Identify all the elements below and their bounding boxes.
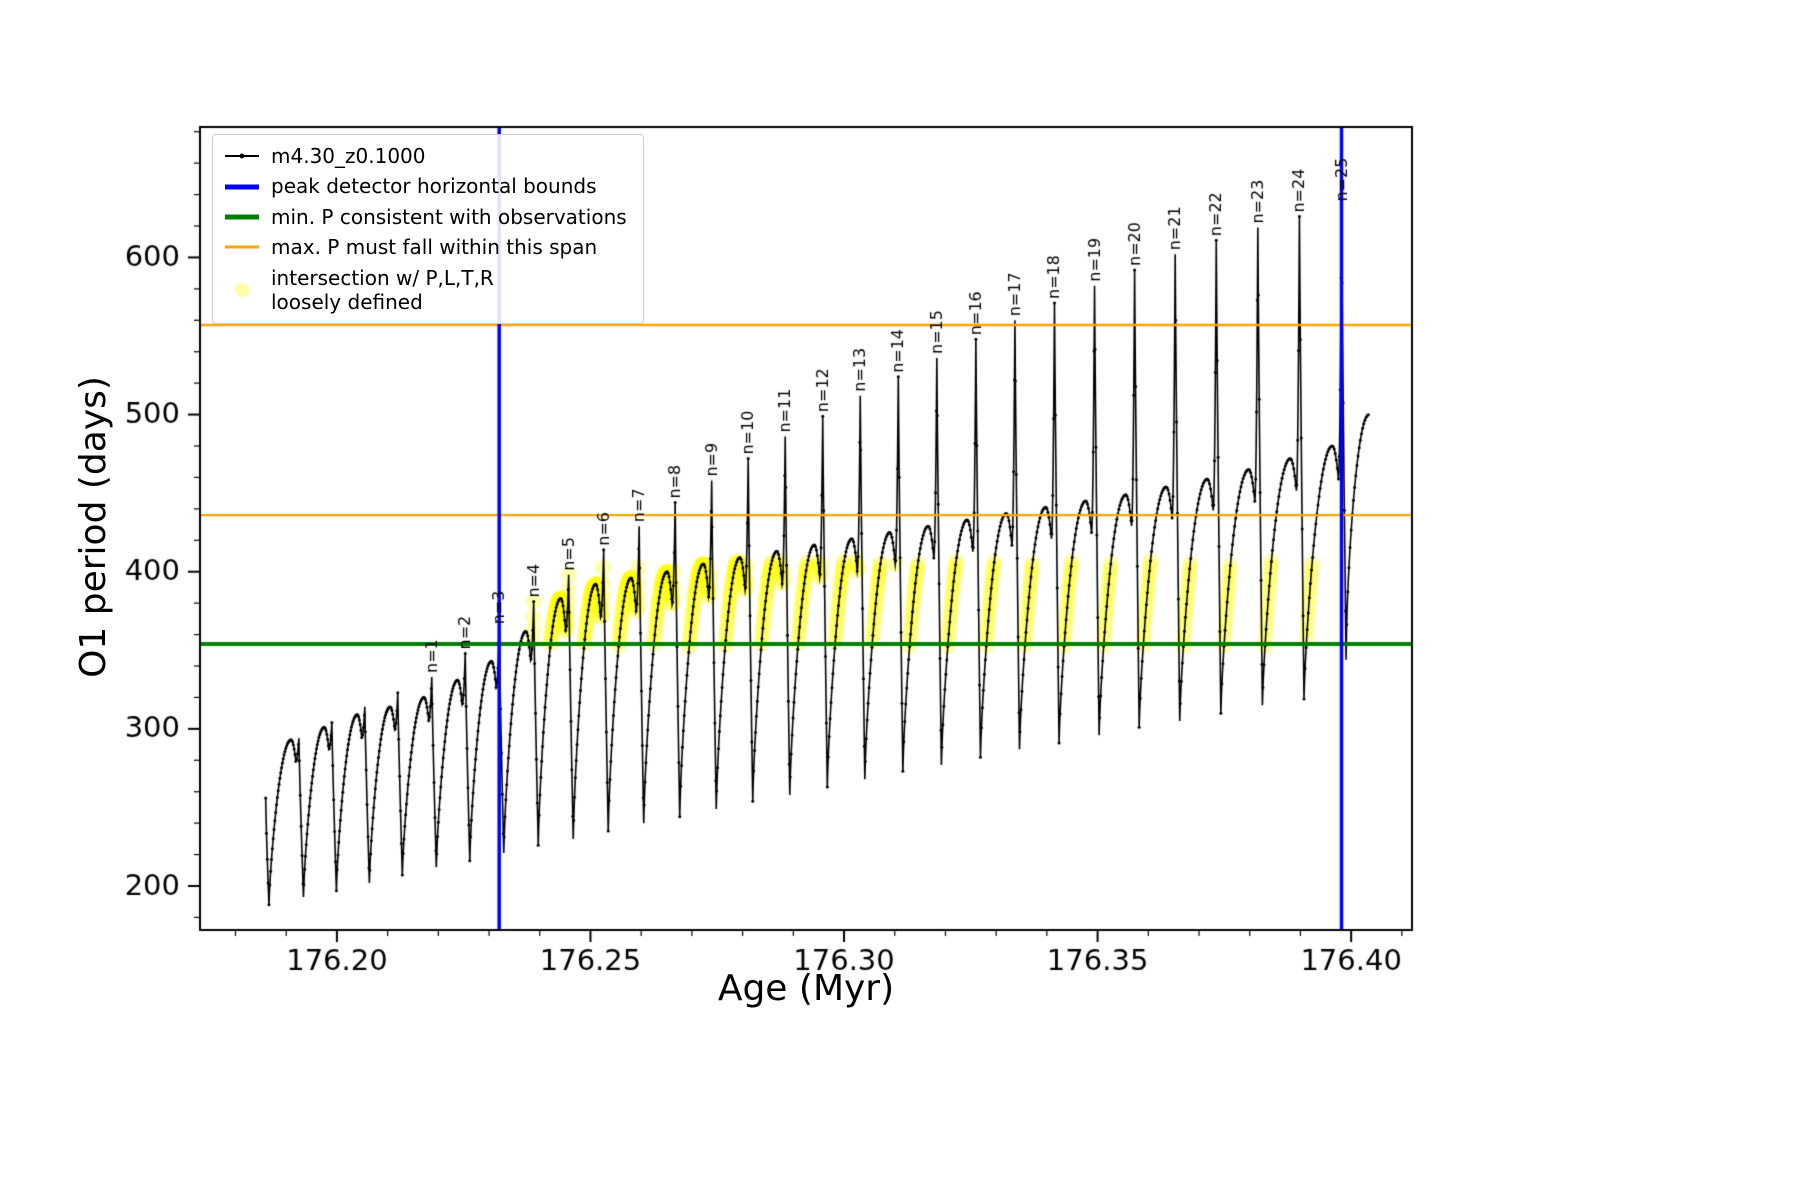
legend: m4.30_z0.1000 peak detector horizontal b… — [212, 134, 644, 325]
legend-entry-max-p: max. P must fall within this span — [223, 235, 627, 259]
legend-label-intersection: intersection w/ P,L,T,R loosely defined — [271, 265, 494, 314]
bounds-line-icon — [225, 184, 259, 190]
legend-entry-intersection: intersection w/ P,L,T,R loosely defined — [223, 266, 627, 315]
x-axis-label: Age (Myr) — [717, 968, 895, 1009]
y-axis-label: O1 period (days) — [73, 376, 114, 678]
span-line-icon — [225, 245, 259, 249]
legend-entry-peak-bounds: peak detector horizontal bounds — [223, 174, 627, 198]
intersection-marker-icon — [235, 282, 249, 297]
min-line-icon — [225, 214, 259, 220]
legend-label-min-p: min. P consistent with observations — [271, 204, 627, 229]
legend-label-series: m4.30_z0.1000 — [271, 144, 426, 168]
legend-label-max-p: max. P must fall within this span — [271, 235, 598, 260]
legend-entry-series: m4.30_z0.1000 — [223, 144, 627, 168]
legend-entry-min-p: min. P consistent with observations — [223, 205, 627, 229]
series-line-icon — [225, 153, 259, 159]
legend-label-peak-bounds: peak detector horizontal bounds — [271, 174, 597, 199]
